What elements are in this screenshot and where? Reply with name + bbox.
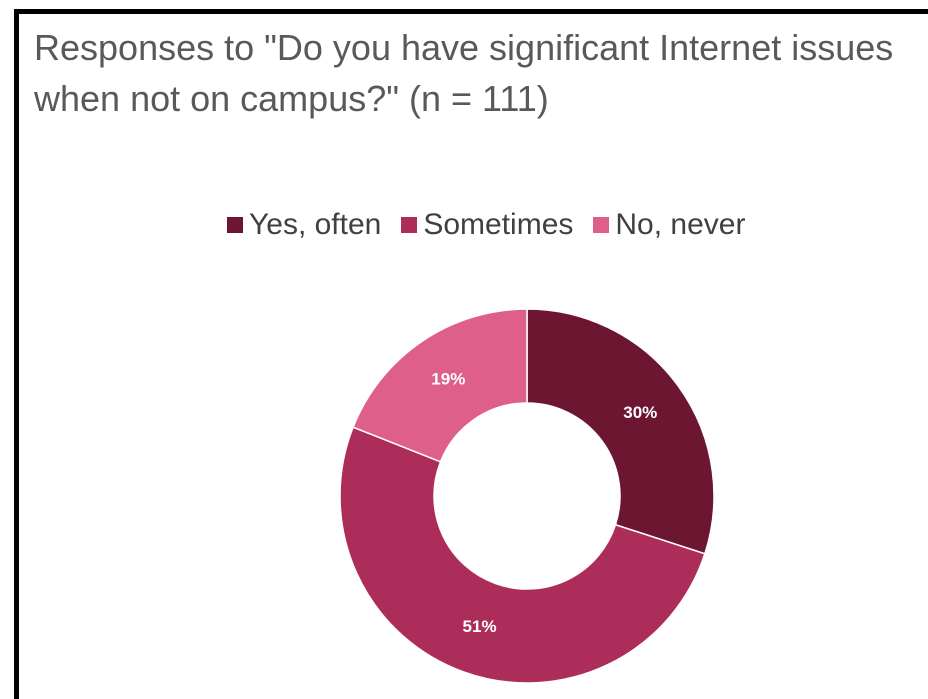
legend-item-yes-often: Yes, often [227, 208, 381, 242]
legend-swatch [401, 217, 418, 233]
chart-title: Responses to "Do you have significant In… [34, 27, 894, 119]
legend-item-sometimes: Sometimes [401, 208, 573, 242]
data-label: 19% [431, 370, 465, 389]
donut-slice-sometimes [339, 426, 706, 683]
donut-chart: 30% 51% 19% [339, 308, 715, 683]
data-label: 51% [463, 617, 497, 636]
legend-swatch [227, 217, 243, 233]
donut-slice-no-never [352, 308, 528, 463]
legend-item-no-never: No, never [593, 208, 745, 242]
legend-label: Sometimes [423, 208, 574, 241]
legend-swatch [593, 217, 610, 233]
legend-label: No, never [615, 208, 746, 241]
chart-legend: Yes, often Sometimes No, never [227, 206, 745, 244]
legend-label: Yes, often [249, 208, 382, 241]
donut-slice-yes-often [526, 308, 715, 555]
data-label: 30% [623, 403, 657, 422]
